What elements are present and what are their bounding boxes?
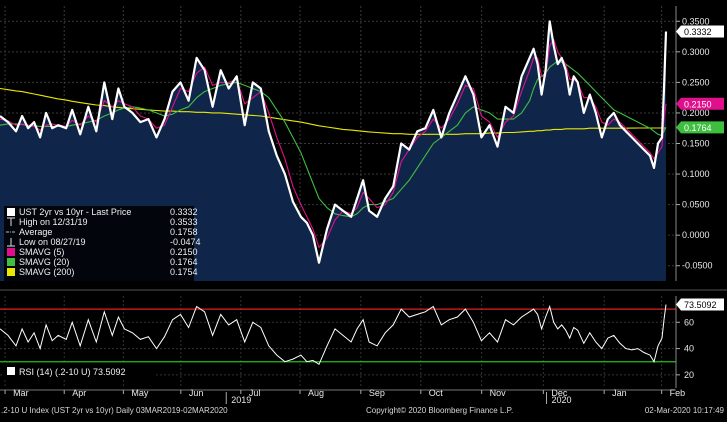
price-axis-tick-label: 0.0500 [682,200,710,210]
legend-value: -0.0474 [170,237,201,247]
legend-value: 0.1754 [170,267,198,277]
price-axis-tick-label: 0.1000 [682,169,710,179]
price-axis-tick-label: 0.2500 [682,77,710,87]
price-value-tag [676,121,724,134]
rsi-legend-background [4,364,154,378]
price-axis-tick-label: 0.2000 [682,108,710,118]
price-legend-background [4,206,194,282]
price-axis-tick-label: -0.0500 [682,261,713,271]
price-value-tag-label: 0.1764 [684,123,712,133]
legend-swatch [7,268,15,276]
x-axis-month-label: Mar [13,388,29,398]
rsi-line [0,304,667,366]
rsi-legend-label: RSI (14) (.2-10 U) 73.5092 [19,367,126,377]
legend-label: UST 2yr vs 10yr - Last Price [19,207,131,217]
price-line [0,20,668,264]
x-axis-month-label: May [131,388,149,398]
x-axis-month-label: Apr [72,388,86,398]
x-axis-month-label: Jul [249,388,261,398]
price-panel: -0.05000.00000.05000.10000.15000.20000.2… [0,0,727,405]
price-value-tag [676,25,724,38]
x-axis-month-label: Oct [429,388,444,398]
x-axis: Mar Apr May Jun Jul Aug Sep Oct Nov Dec Jan Feb 2019… [0,388,685,405]
legend-label: High on 12/31/19 [19,217,88,227]
rsi-legend-swatch [7,367,15,375]
rsi-panel: 20 40 60 73.5092 RSI (14) (.2-10 U) 73.5092 [0,289,727,388]
high-marker-icon [7,217,15,226]
rsi-axis-tick-label: 60 [684,317,694,327]
price-axis-tick-label: 0.3000 [682,47,710,57]
legend-label: SMAVG (5) [19,247,64,257]
legend-value: 0.1758 [170,227,198,237]
footer-index-description: .2-10 U Index (UST 2yr vs 10yr) Daily 03… [1,406,228,415]
right-axis-background [676,0,727,405]
x-axis-month-label: Dec [551,388,568,398]
x-axis-month-label: Feb [670,388,686,398]
x-axis-year-label: 2020 [552,395,572,405]
x-axis-month-label: Nov [490,388,507,398]
rsi-axis-tick-label: 20 [684,370,694,380]
price-legend: UST 2yr vs 10yr - Last Price 0.3332 High o… [4,206,201,282]
legend-label: Average [19,227,52,237]
price-axis-tick-label: 0.1500 [682,139,710,149]
price-value-tag-label: 0.3332 [684,27,712,37]
x-axis-month-label: Jan [612,388,627,398]
price-value-tag-label: 0.2150 [684,99,712,109]
rsi-axis-tick-label: 40 [684,344,694,354]
smavg-20-line [0,60,667,218]
legend-label: SMAVG (200) [19,267,74,277]
rsi-legend: RSI (14) (.2-10 U) 73.5092 [4,364,154,378]
x-axis-month-label: Sep [369,388,385,398]
legend-swatch [7,258,15,266]
legend-value: 0.3332 [170,207,198,217]
price-value-tag [676,97,724,110]
legend-swatch [7,208,15,216]
rsi-value-tag-label: 73.5092 [684,300,717,310]
footer: .2-10 U Index (UST 2yr vs 10yr) Daily 03… [0,405,727,417]
legend-value: 0.1764 [170,257,198,267]
footer-copyright: Copyright© 2020 Bloomberg Finance L.P. [366,406,514,415]
legend-label: SMAVG (20) [19,257,69,267]
price-axis-tick-label: 0.3500 [682,16,710,26]
legend-label: Low on 08/27/19 [19,237,86,247]
price-axis-tick-label: 0.0000 [682,230,710,240]
legend-swatch [7,248,15,256]
legend-value: 0.3533 [170,217,198,227]
rsi-value-tag [676,298,724,311]
x-axis-month-label: Aug [308,388,324,398]
x-axis-month-label: Jun [189,388,204,398]
low-marker-icon [7,238,15,247]
legend-value: 0.2150 [170,247,198,257]
x-axis-year-label: 2019 [231,395,251,405]
footer-timestamp: 02-Mar-2020 10:17:49 [644,406,724,415]
